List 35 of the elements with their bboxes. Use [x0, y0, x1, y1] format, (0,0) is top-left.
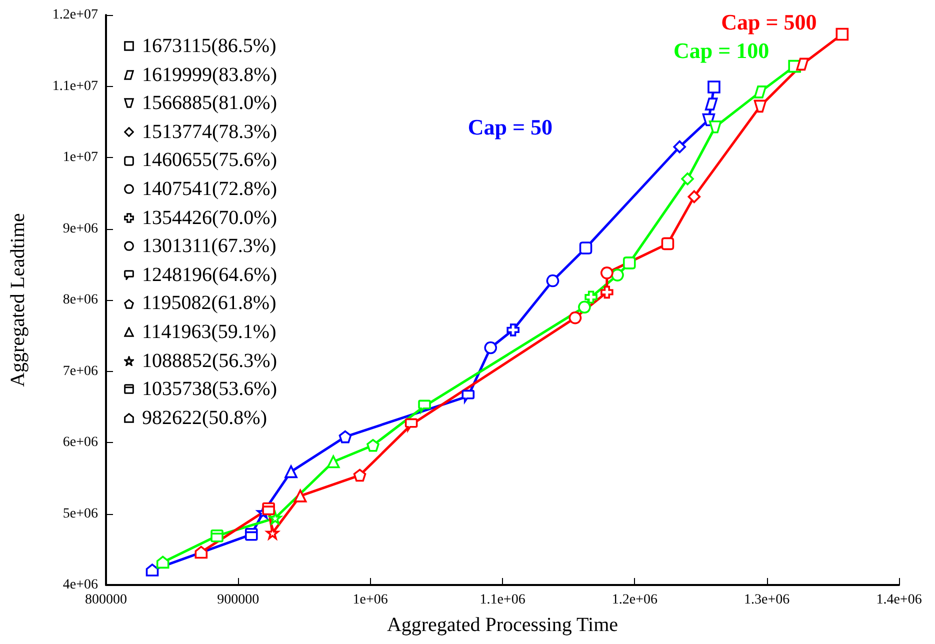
- x-axis-title: Aggregated Processing Time: [386, 614, 618, 636]
- annotation: 1619999(83.8%): [142, 62, 277, 88]
- annotation: 1354426(70.0%): [142, 206, 277, 231]
- text: Cap = 50: [468, 114, 553, 140]
- x-tick-label: 900000: [217, 592, 260, 608]
- y-tick-label: 7e+06: [62, 364, 98, 379]
- x-tick-label: 1e+06: [352, 592, 388, 608]
- annotation: 1035738(53.6%): [142, 377, 277, 402]
- annotation: 1195082(61.8%): [142, 291, 276, 316]
- annotation: 1141963(59.1%): [142, 320, 276, 345]
- annotation: 982622(50.8%): [142, 406, 267, 431]
- y-tick-label: 5e+06: [62, 506, 98, 522]
- annotation: 1460655(75.6%): [142, 148, 277, 174]
- y-tick-label: 4e+06: [62, 578, 98, 592]
- x-tick-label: 1.3e+06: [744, 592, 790, 608]
- x-tick-label: 800000: [85, 592, 127, 608]
- x-tick-label: 1.1e+06: [480, 592, 526, 608]
- annotation: 1673115(86.5%): [142, 34, 276, 59]
- series-label: Cap = 100: [674, 38, 770, 63]
- y-tick-label: 1.2e+07: [52, 8, 98, 22]
- x-tick-label: 1.4e+06: [876, 592, 922, 608]
- annotation: 1566885(81.0%): [142, 91, 277, 116]
- y-axis-title: Aggregated Leadtime: [7, 212, 29, 387]
- x-tick-label: 1.2e+06: [612, 592, 658, 608]
- annotation: 1248196(64.6%): [142, 262, 277, 288]
- annotation: 1513774(78.3%): [142, 120, 277, 145]
- y-tick-label: 6e+06: [62, 435, 98, 450]
- y-tick-label: 8e+06: [62, 292, 98, 308]
- annotation: 1407541(72.8%): [142, 176, 277, 202]
- y-tick-label: 1.1e+07: [52, 78, 98, 94]
- annotation: 1301311(67.3%): [142, 234, 276, 260]
- y-tick-label: 9e+06: [62, 221, 98, 236]
- series-label: Cap = 500: [721, 10, 817, 35]
- y-tick-label: 1e+07: [62, 150, 98, 165]
- annotation: 1088852(56.3%): [142, 348, 277, 374]
